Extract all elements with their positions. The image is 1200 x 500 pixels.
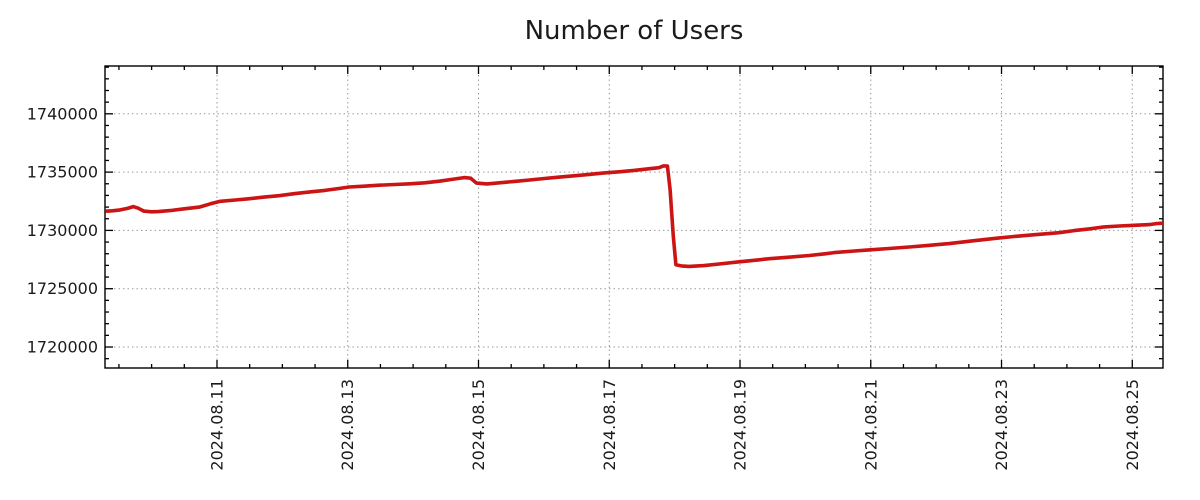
axis-ticks: [105, 66, 1163, 368]
x-tick-label: 2024.08.11: [207, 379, 226, 471]
y-tick-label: 1725000: [27, 279, 98, 298]
y-tick-label: 1735000: [27, 163, 98, 182]
y-tick-label: 1720000: [27, 338, 98, 357]
x-tick-label: 2024.08.15: [469, 379, 488, 471]
x-tick-label: 2024.08.17: [600, 379, 619, 471]
gridlines: [105, 66, 1163, 368]
users-series-line: [105, 164, 1164, 269]
x-tick-label: 2024.08.13: [338, 379, 357, 471]
y-tick-label: 1730000: [27, 221, 98, 240]
plot-border: [104, 65, 1164, 369]
x-axis-labels: 2024.08.11 2024.08.13 2024.08.15 2024.08.17…: [207, 379, 1141, 471]
x-tick-label: 2024.08.19: [731, 379, 750, 471]
y-tick-label: 1740000: [27, 104, 98, 123]
x-tick-label: 2024.08.25: [1123, 379, 1142, 471]
x-tick-label: 2024.08.23: [992, 379, 1011, 471]
y-axis-labels: 1740000 1735000 1730000 1725000 1720000: [27, 104, 98, 356]
x-tick-label: 2024.08.21: [861, 379, 880, 471]
chart-title: Number of Users: [525, 16, 744, 46]
